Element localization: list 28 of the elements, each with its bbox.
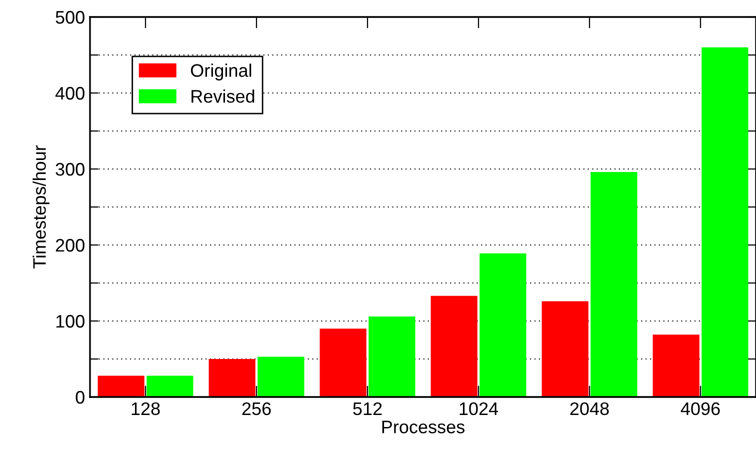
y-tick-label: 0: [76, 390, 84, 404]
x-tick-label: 256: [242, 402, 271, 416]
bar: [702, 47, 748, 397]
x-tick-label: 512: [353, 402, 382, 416]
x-tick-label: 2048: [570, 402, 609, 416]
y-tick-label: 400: [55, 86, 84, 100]
y-tick-label: 300: [56, 162, 84, 176]
bar: [258, 356, 304, 397]
legend-label: Revised: [192, 90, 254, 103]
y-tick-label: 500: [56, 10, 84, 24]
x-tick-label: 4096: [680, 402, 720, 416]
y-tick-label: 100: [56, 314, 84, 328]
bar: [480, 253, 526, 397]
bar: [146, 376, 194, 397]
bar: [430, 296, 478, 397]
y-axis-title: Timesteps/hour: [32, 145, 50, 268]
bar: [208, 359, 256, 397]
legend-label: Original: [190, 64, 252, 80]
bar: [368, 316, 416, 397]
bar: [542, 301, 588, 397]
x-tick-label: 1024: [460, 402, 498, 416]
bar: [98, 376, 144, 397]
x-tick-label: 128: [132, 402, 160, 416]
bar: [320, 328, 366, 397]
y-tick-label: 200: [56, 238, 84, 252]
bar: [652, 334, 700, 397]
bar: [590, 172, 638, 397]
x-axis-title: Processes: [382, 420, 464, 434]
